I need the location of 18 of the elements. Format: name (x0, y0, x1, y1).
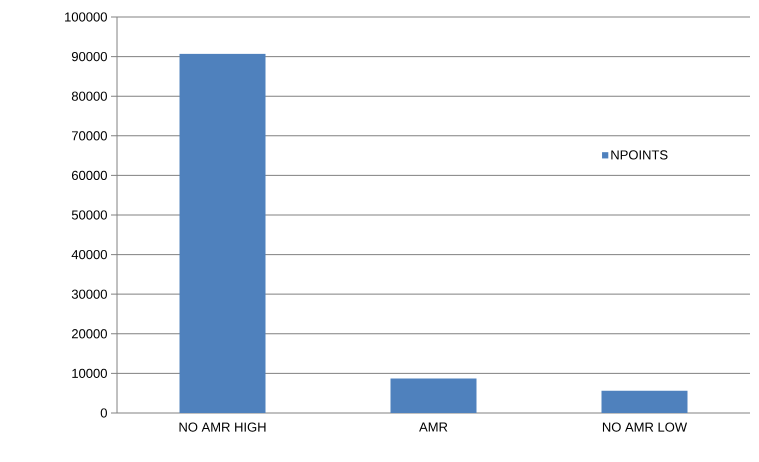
y-tick-label: 10000 (72, 368, 107, 378)
bar (390, 378, 477, 413)
y-tick-label: 70000 (72, 131, 107, 140)
y-tick-label: 30000 (72, 290, 107, 299)
bar (602, 390, 688, 413)
x-tick-label: AMR (419, 422, 448, 432)
y-tick-label: 0 (100, 408, 107, 418)
y-tick-label: 50000 (72, 210, 107, 220)
y-tick-label: 20000 (72, 329, 107, 338)
y-tick-label: 40000 (72, 250, 107, 260)
bar (180, 54, 266, 413)
y-tick-label: 100000 (65, 12, 107, 22)
x-tick-label: NO AMR LOW (602, 422, 688, 432)
y-tick-label: 80000 (72, 92, 107, 101)
y-tick-label: 90000 (72, 52, 107, 62)
x-tick-label: NO AMR HIGH (180, 422, 266, 432)
y-tick-label: 60000 (72, 170, 107, 180)
legend-label: NPOINTS (611, 150, 668, 160)
